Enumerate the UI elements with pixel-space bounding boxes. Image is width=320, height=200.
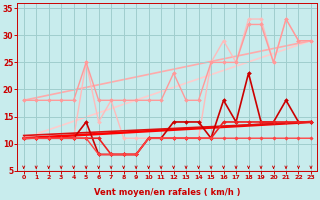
X-axis label: Vent moyen/en rafales ( km/h ): Vent moyen/en rafales ( km/h ) [94,188,241,197]
